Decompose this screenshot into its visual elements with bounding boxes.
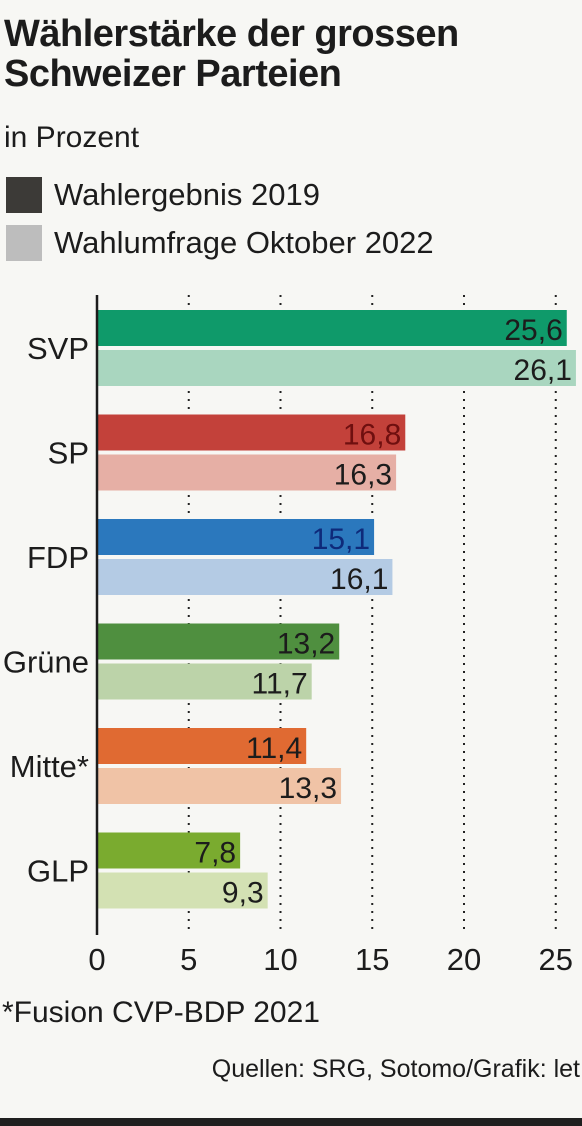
- x-tick-label-20: 20: [447, 942, 481, 977]
- value-label-2022-1: 16,3: [334, 459, 392, 492]
- bar-2022-4: [97, 768, 342, 804]
- bar-2022-0: [97, 350, 576, 386]
- bar-2019-4: [97, 728, 307, 764]
- value-label-2019-0: 25,6: [504, 314, 562, 347]
- legend-label-2022: Wahlumfrage Oktober 2022: [54, 225, 434, 260]
- bar-2019-5: [97, 832, 241, 869]
- chart-subtitle: in Prozent: [4, 121, 140, 154]
- category-label-4: Mitte*: [10, 749, 89, 784]
- chart-title: Wählerstärke der grossen Schweizer Parte…: [4, 13, 459, 95]
- bar-chart: 25,6 26,1 SVP 16,8 16,3 SP 15,1 16,1 FDP 13,2 11,7…: [3, 295, 576, 977]
- value-label-2022-3: 11,7: [252, 668, 308, 701]
- bar-2022-1: [97, 454, 397, 491]
- category-label-5: GLP: [27, 854, 89, 889]
- value-label-2022-5: 9,3: [222, 877, 264, 910]
- category-label-2: FDP: [27, 540, 89, 575]
- bar-2019-3: [97, 623, 340, 660]
- category-label-3: Grüne: [3, 645, 89, 680]
- legend-item-2019: Wahlergebnis 2019: [6, 175, 320, 215]
- value-label-2022-0: 26,1: [514, 354, 572, 387]
- bar-2019-1: [97, 414, 406, 451]
- value-label-2019-1: 16,8: [343, 419, 401, 452]
- x-tick-label-0: 0: [88, 942, 105, 977]
- value-label-2019-3: 13,2: [277, 628, 335, 661]
- value-label-2022-4: 13,3: [279, 772, 337, 805]
- x-tick-label-25: 25: [539, 942, 573, 977]
- value-label-2019-5: 7,8: [194, 837, 236, 870]
- legend-swatch-2022: [6, 225, 42, 261]
- x-tick-label-5: 5: [180, 942, 197, 977]
- legend-label-2019: Wahlergebnis 2019: [54, 177, 320, 212]
- value-label-2019-2: 15,1: [312, 523, 370, 556]
- legend-item-2022: Wahlumfrage Oktober 2022: [6, 223, 434, 263]
- bar-2022-5: [97, 872, 268, 909]
- source-credit: Quellen: SRG, Sotomo/Grafik: let: [211, 1055, 580, 1083]
- legend-swatch-2019: [6, 177, 42, 213]
- bottom-rule: [0, 1118, 582, 1126]
- value-label-2022-2: 16,1: [330, 563, 388, 596]
- x-tick-label-15: 15: [355, 942, 389, 977]
- bar-2019-2: [97, 519, 375, 555]
- bar-2022-2: [97, 559, 393, 595]
- x-tick-label-10: 10: [263, 942, 297, 977]
- bar-2019-0: [97, 310, 567, 346]
- category-label-1: SP: [48, 436, 89, 471]
- footnote: *Fusion CVP-BDP 2021: [2, 996, 320, 1029]
- bar-2022-3: [97, 663, 312, 700]
- value-label-2019-4: 11,4: [246, 732, 302, 765]
- category-label-0: SVP: [27, 331, 89, 366]
